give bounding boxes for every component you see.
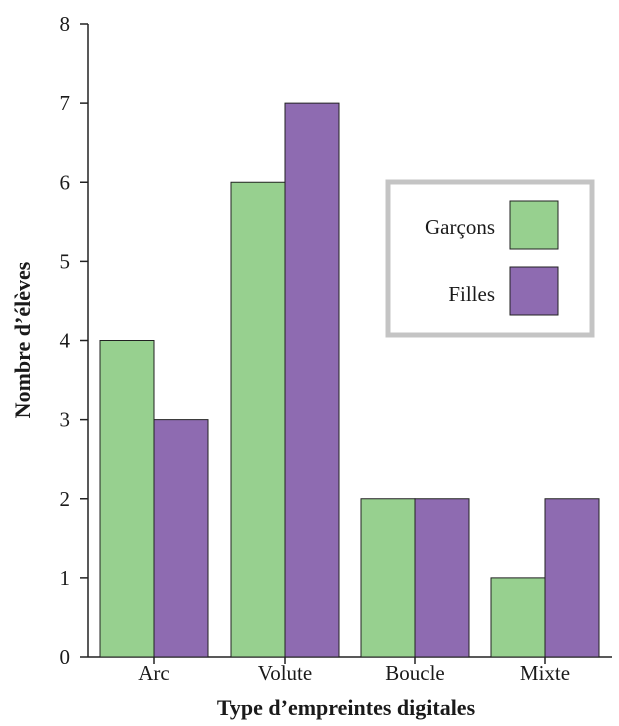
bar-garons-arc [99, 340, 155, 658]
x-tick-label: Mixte [520, 661, 570, 685]
x-tick-label: Volute [258, 661, 312, 685]
y-tick-label: 4 [60, 329, 71, 353]
legend-swatch-filles [509, 266, 559, 316]
y-tick-label: 3 [60, 408, 71, 432]
y-tick-label: 1 [60, 566, 71, 590]
legend-label-filles: Filles [448, 282, 495, 306]
legend-frame [385, 179, 595, 338]
bar-garons-volute [230, 181, 286, 658]
bar-garons-boucle [360, 498, 416, 658]
bar-filles-volute [284, 102, 340, 658]
axes: 0 1 2 3 4 5 6 7 8 Arc Volute Boucle Mixte [60, 12, 612, 685]
y-tick-label: 6 [60, 170, 71, 194]
y-tick-label: 5 [60, 249, 71, 273]
legend: Garçons Filles [385, 179, 595, 338]
bar-garons-mixte [490, 577, 546, 658]
legend-swatch-garcons [509, 200, 559, 250]
bar-filles-boucle [414, 498, 470, 658]
bars [99, 102, 600, 658]
x-axis-title: Type d’empreintes digitales [217, 695, 476, 720]
y-tick-label: 0 [60, 645, 71, 669]
legend-label-garcons: Garçons [425, 215, 495, 239]
y-tick-label: 2 [60, 487, 71, 511]
x-tick-label: Arc [138, 661, 169, 685]
x-tick-label: Boucle [385, 661, 444, 685]
labels: Type d’empreintes digitales Nombre d’élè… [10, 261, 476, 720]
y-tick-label: 8 [60, 12, 71, 36]
y-tick-label: 7 [60, 91, 71, 115]
bar-filles-mixte [544, 498, 600, 658]
y-axis-title: Nombre d’élèves [10, 261, 35, 418]
bar-filles-arc [153, 419, 209, 658]
